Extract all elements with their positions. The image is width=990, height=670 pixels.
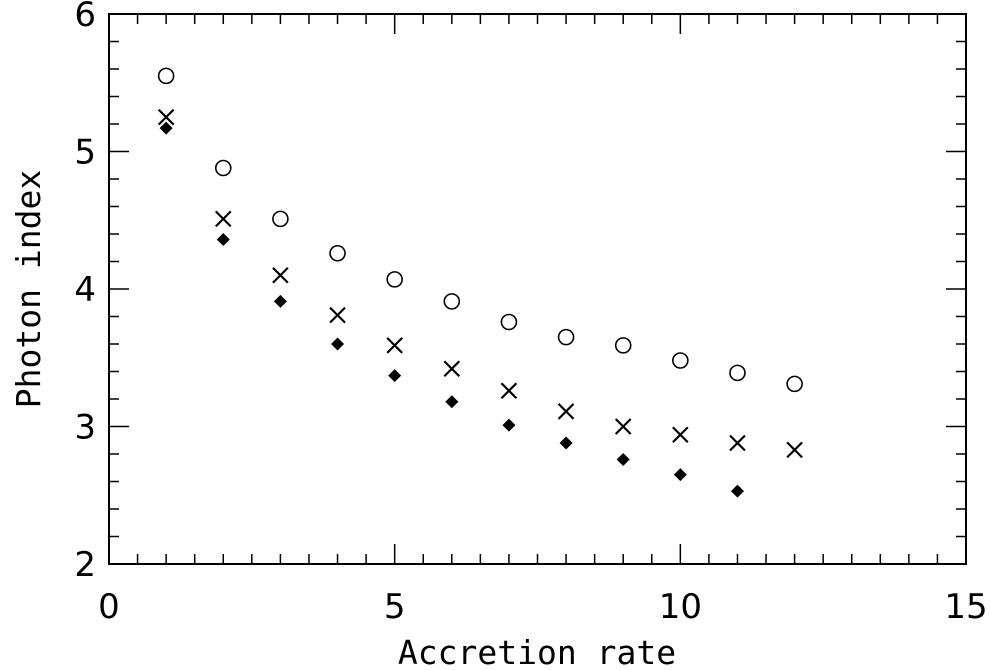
y-axis-label: Photon index <box>9 170 48 408</box>
cross-point <box>214 210 232 228</box>
cross-point <box>557 403 575 420</box>
y-tick-label: 6 <box>74 0 96 35</box>
cross-point <box>786 441 803 459</box>
filled-diamond-point <box>159 121 173 135</box>
filled-diamond-point <box>388 369 402 383</box>
data-markers <box>157 67 803 498</box>
filled-diamond-point <box>331 337 345 351</box>
plot-frame <box>108 13 967 565</box>
cross-point <box>443 360 461 378</box>
cross-point <box>500 382 518 400</box>
x-tick-label: 0 <box>98 587 120 627</box>
filled-diamond-point <box>673 468 687 482</box>
axis-ticks <box>109 14 966 564</box>
cross-point <box>157 108 175 126</box>
y-tick-label: 5 <box>74 133 96 173</box>
filled-diamond-point <box>273 294 287 308</box>
open-circle-point <box>614 337 632 354</box>
filled-diamond-point <box>730 484 744 498</box>
open-circle-point <box>157 67 175 85</box>
y-tick-label: 3 <box>74 408 96 448</box>
x-tick-label: 15 <box>944 587 987 627</box>
filled-diamond-point <box>502 418 516 432</box>
open-circle-point <box>443 293 461 310</box>
cross-point <box>672 426 689 444</box>
open-circle-point <box>500 313 518 331</box>
y-tick-label: 2 <box>74 545 96 585</box>
open-circle-point <box>557 328 575 346</box>
cross-point <box>729 434 746 452</box>
x-axis-label: Accretion rate <box>398 633 676 670</box>
cross-point <box>386 337 403 354</box>
open-circle-point <box>786 375 803 393</box>
filled-diamond-point <box>445 395 459 409</box>
cross-point <box>329 306 346 324</box>
open-circle-point <box>329 244 346 262</box>
filled-diamond-point <box>216 233 230 246</box>
open-circle-point <box>214 159 232 177</box>
x-tick-label: 10 <box>659 587 702 627</box>
open-circle-point <box>386 271 403 288</box>
tick-labels: 0 5 10 15 2 3 4 5 6 <box>74 0 987 627</box>
x-tick-label: 5 <box>384 587 406 627</box>
open-circle-point <box>729 364 746 382</box>
open-circle-point <box>272 210 289 228</box>
filled-diamond-point <box>616 453 630 466</box>
cross-point <box>614 418 632 435</box>
y-tick-label: 4 <box>74 270 96 310</box>
filled-diamond-point <box>559 436 573 450</box>
open-circle-point <box>672 352 689 369</box>
cross-point <box>272 266 289 284</box>
